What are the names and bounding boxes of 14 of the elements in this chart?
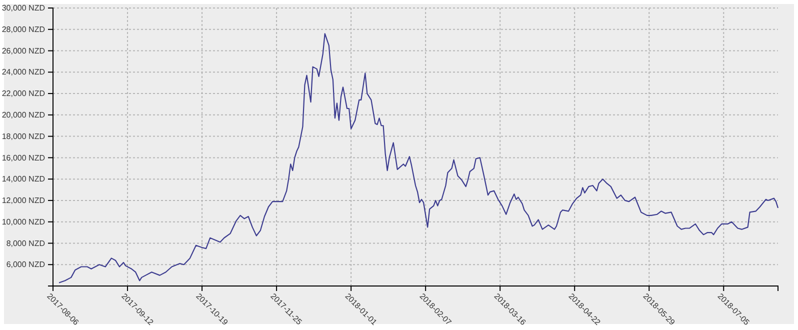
y-tick-label: 22,000 NZD — [2, 89, 46, 98]
y-tick-label: 16,000 NZD — [2, 153, 46, 162]
y-tick-label: 12,000 NZD — [2, 196, 46, 206]
y-tick-label: 20,000 NZD — [2, 110, 46, 120]
y-tick-label: 24,000 NZD — [2, 68, 46, 77]
line-series — [58, 33, 779, 284]
y-tick-label: 30,000 NZD — [2, 4, 46, 13]
y-tick-label: 28,000 NZD — [2, 24, 46, 34]
y-tick-label: 26,000 NZD — [2, 46, 46, 56]
y-tick-label: 8,000 NZD — [6, 238, 46, 248]
y-tick-label: 18,000 NZD — [2, 132, 46, 141]
y-tick-label: 10,000 NZD — [2, 217, 46, 226]
y-tick-label: 14,000 NZD — [2, 174, 46, 184]
y-tick-label: 6,000 NZD — [6, 260, 46, 270]
